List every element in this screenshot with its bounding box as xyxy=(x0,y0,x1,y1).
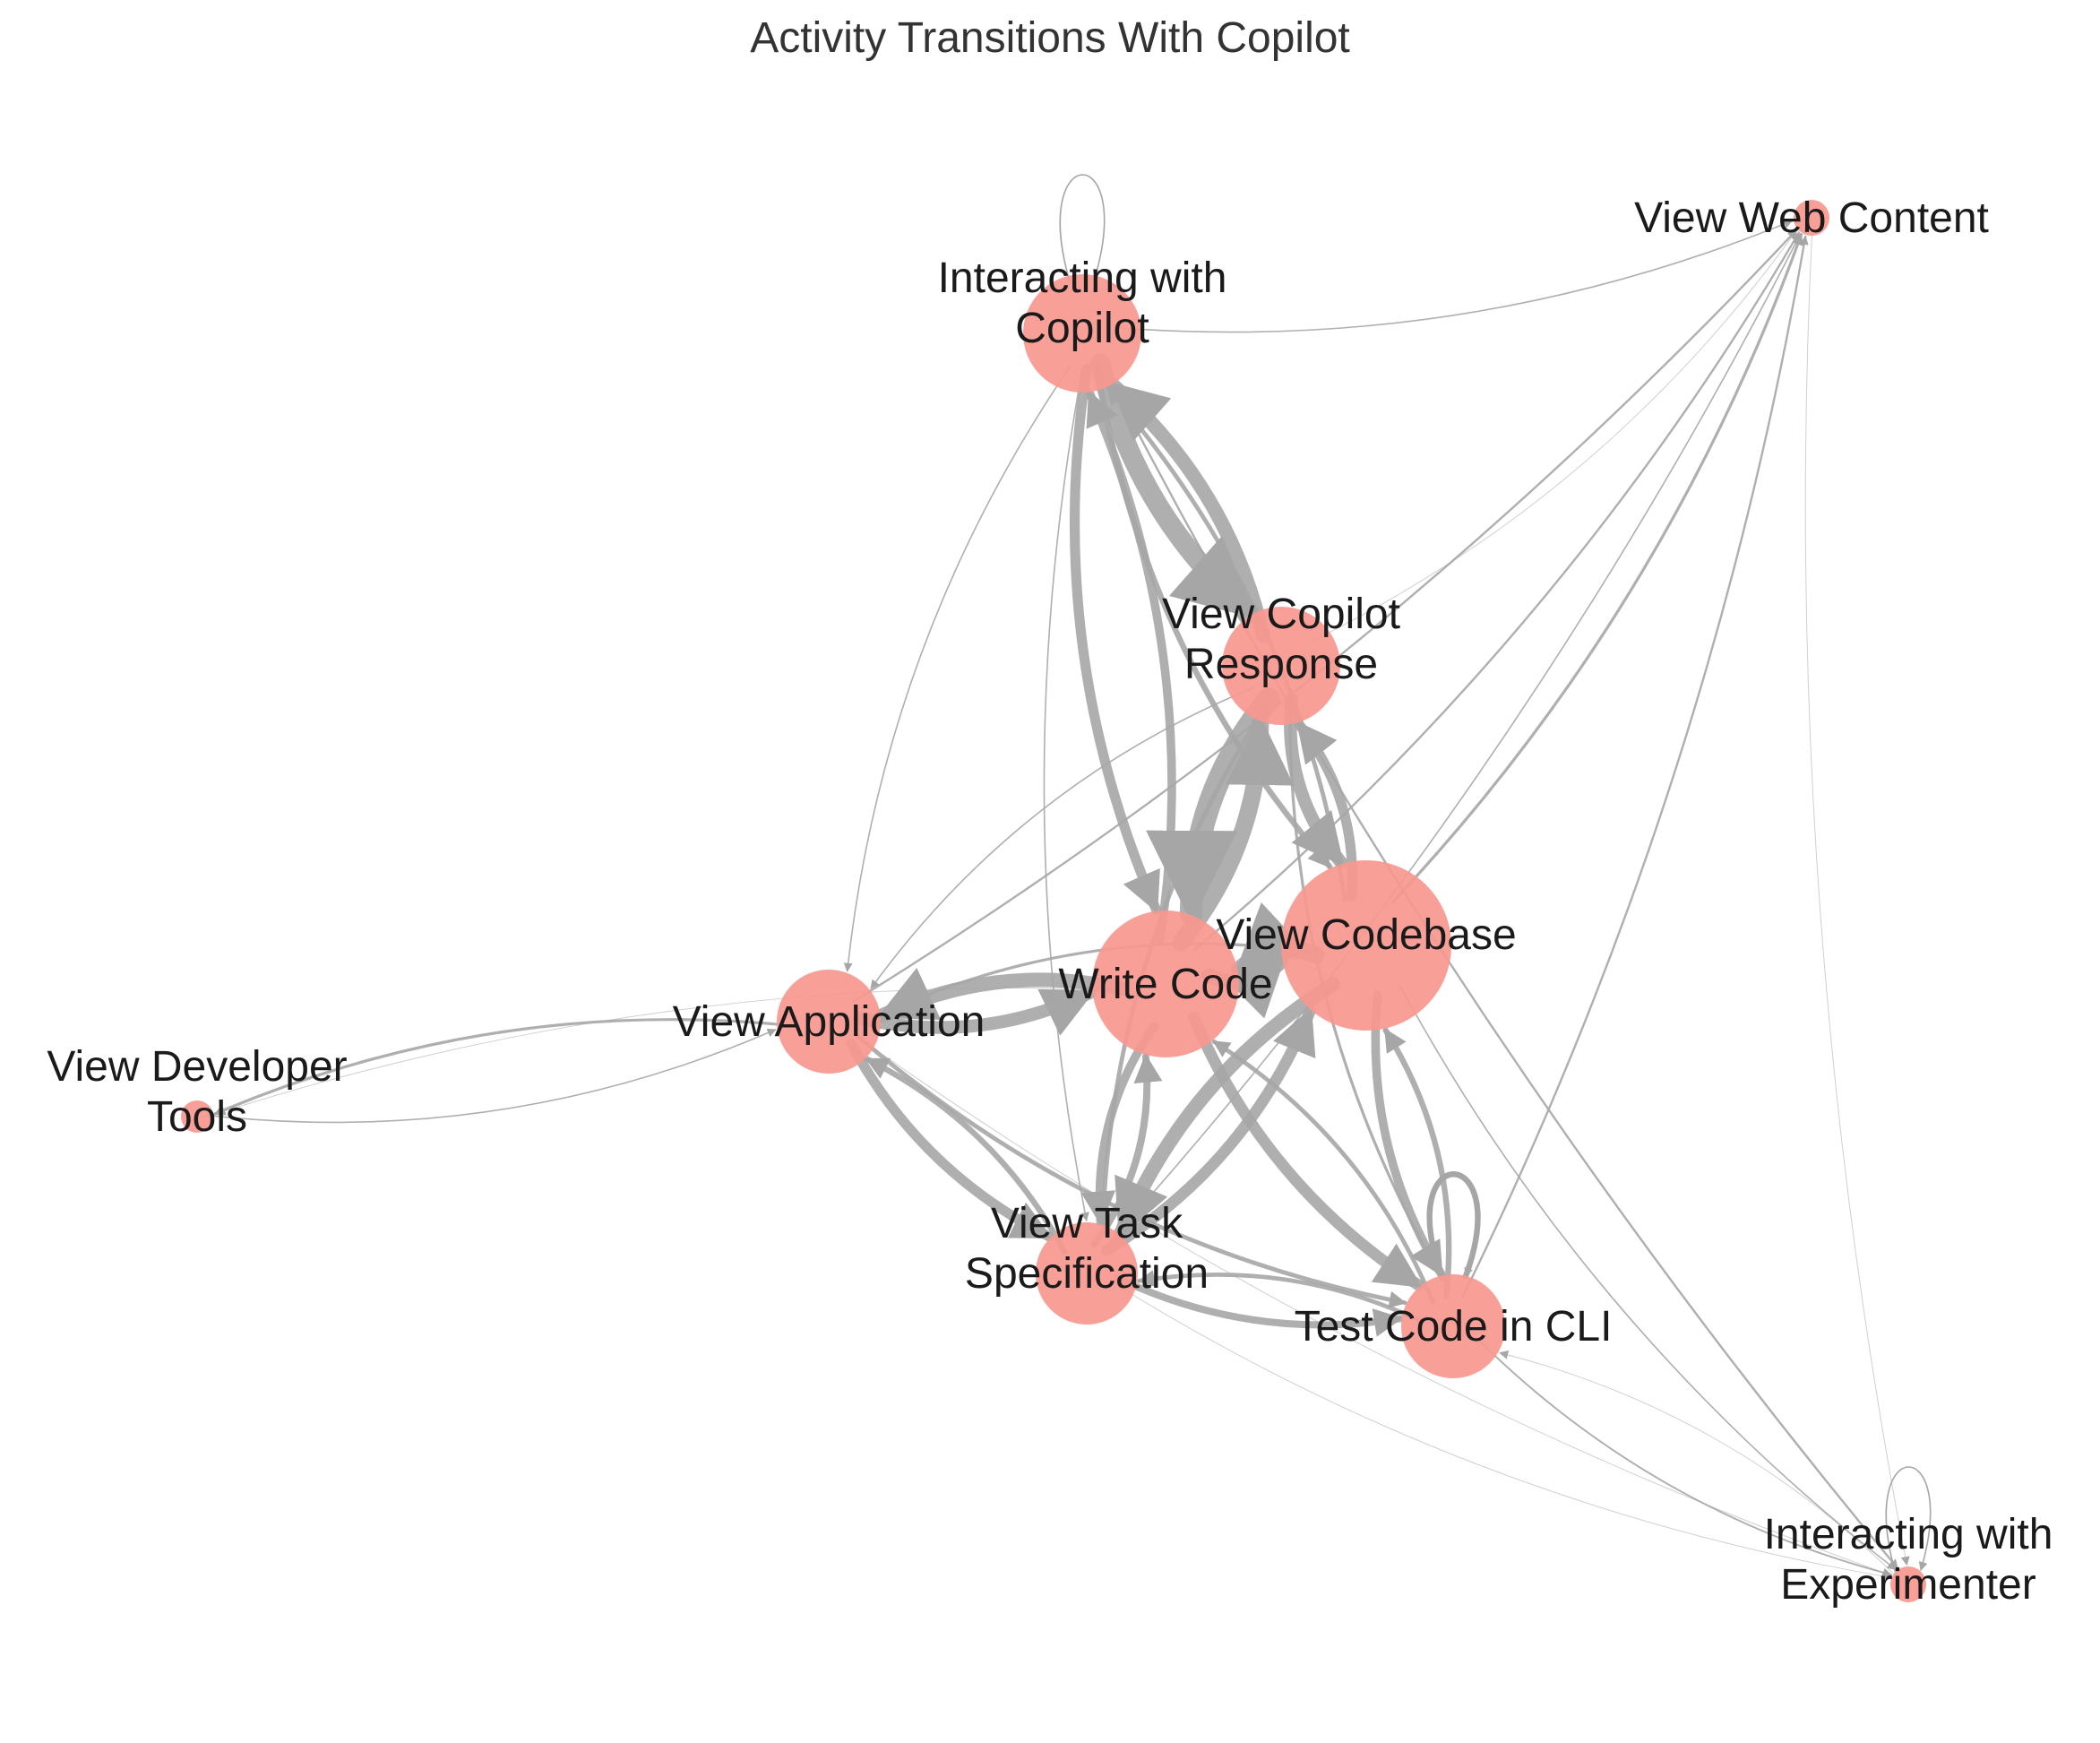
node-interacting-with-experimenter-label: Interacting with Experimenter xyxy=(1764,1511,2053,1609)
node-view-application xyxy=(777,970,881,1074)
edge-task-to-app xyxy=(864,1056,1068,1255)
edge-write-to-app xyxy=(874,967,1130,1023)
edge-task-to-write xyxy=(1091,1053,1163,1247)
edge-response-to-app xyxy=(870,686,1254,989)
edge-write-to-devtools xyxy=(213,988,1123,1117)
self-loop-cli xyxy=(1426,1171,1481,1281)
edge-copilot-to-codebase xyxy=(1094,362,1333,870)
edge-cli-to-write xyxy=(1211,1039,1435,1305)
node-view-copilot-response-label: View Copilot Response xyxy=(1162,591,1400,688)
node-view-copilot-response xyxy=(1222,607,1340,725)
node-interacting-with-copilot xyxy=(1023,274,1141,393)
edge-devtools-to-app xyxy=(205,1028,777,1124)
edge-codebase-to-cli xyxy=(1371,990,1446,1279)
edge-codebase-to-experimenter xyxy=(1399,983,1897,1570)
self-loop-copilot xyxy=(1059,174,1106,282)
edge-write-to-response xyxy=(1172,714,1295,952)
node-view-codebase-label: View Codebase xyxy=(1216,911,1516,959)
node-interacting-with-experimenter xyxy=(1890,1566,1926,1602)
edge-cli-to-task xyxy=(1137,1270,1424,1325)
edge-copilot-to-experimenter xyxy=(1100,361,1899,1569)
nodes-layer xyxy=(181,200,1926,1602)
edge-app-to-experimenter xyxy=(856,1035,1892,1577)
edge-write-to-web xyxy=(1192,231,1800,952)
edge-copilot-to-app xyxy=(843,366,1072,972)
diagram-title: Activity Transitions With Copilot xyxy=(750,14,1350,62)
labels-layer: Interacting with Copilot View Web Content V… xyxy=(47,194,2053,1609)
edge-cli-to-experimenter xyxy=(1479,1341,1892,1577)
edge-experimenter-to-cli xyxy=(1499,1350,1900,1580)
node-view-task-specification-label: View Task Specification xyxy=(965,1200,1209,1298)
edge-write-to-cli xyxy=(1188,1012,1424,1291)
node-write-code-label: Write Code xyxy=(1058,961,1272,1008)
node-interacting-with-copilot-label: Interacting with Copilot xyxy=(938,255,1227,352)
edge-codebase-to-web xyxy=(1391,233,1803,903)
edge-cli-to-web xyxy=(1461,235,1809,1299)
edges-layer xyxy=(205,174,1932,1581)
edge-response-to-copilot xyxy=(1106,378,1270,643)
node-view-developer-tools-label: View Developer Tools xyxy=(47,1043,347,1141)
edge-response-to-web xyxy=(1307,229,1797,643)
edge-copilot-to-task xyxy=(1043,367,1089,1221)
edge-copilot-to-write xyxy=(1069,363,1161,915)
edge-web-to-experimenter xyxy=(1804,228,1910,1566)
edge-app-to-web xyxy=(851,229,1798,1004)
node-view-web-content-label: View Web Content xyxy=(1634,194,1989,242)
node-view-web-content xyxy=(1794,200,1829,236)
edge-copilot-to-web xyxy=(1116,220,1794,333)
node-view-codebase xyxy=(1281,860,1451,1031)
edge-app-to-devtools xyxy=(213,1018,800,1116)
self-loop-experimenter xyxy=(1885,1466,1932,1575)
edge-task-to-experimenter xyxy=(1115,1283,1891,1581)
node-test-code-in-cli-label: Test Code in CLI xyxy=(1295,1303,1613,1350)
edge-task-to-cli xyxy=(1113,1273,1404,1337)
edge-task-to-codebase xyxy=(1100,1005,1316,1256)
node-view-task-specification xyxy=(1036,1222,1138,1325)
edge-app-to-write xyxy=(853,986,1097,1036)
node-view-developer-tools xyxy=(181,1100,213,1133)
node-view-application-label: View Application xyxy=(673,998,985,1046)
node-write-code xyxy=(1092,910,1239,1057)
edge-task-to-web xyxy=(1103,233,1802,1249)
edge-cli-to-codebase xyxy=(1382,1027,1452,1299)
node-test-code-in-cli xyxy=(1401,1274,1505,1378)
